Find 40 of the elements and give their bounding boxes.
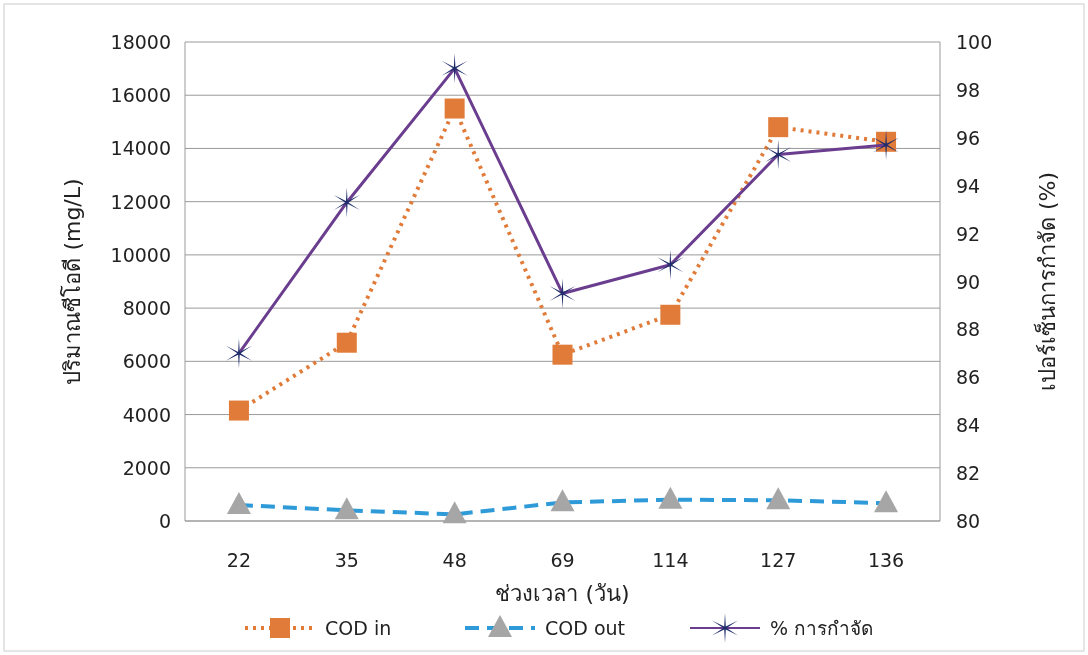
y2-tick-label: 92 xyxy=(956,222,981,245)
point xyxy=(444,98,465,119)
point xyxy=(768,117,789,138)
legend-label: COD out xyxy=(545,617,626,639)
x-tick-label: 136 xyxy=(867,549,905,571)
y2-tick-label: 94 xyxy=(956,174,981,197)
x-tick-label: 48 xyxy=(442,549,467,571)
x-tick-label: 127 xyxy=(760,549,797,571)
point xyxy=(552,344,573,365)
y2-tick-label: 100 xyxy=(956,31,993,53)
y2-tick-label: 80 xyxy=(956,510,981,532)
y2-tick-label: 96 xyxy=(956,126,981,149)
y-tick-label: 4000 xyxy=(122,403,171,426)
legend-label: COD in xyxy=(325,617,392,639)
y2-tick-label: 88 xyxy=(956,318,981,341)
y2-tick-label: 84 xyxy=(956,414,981,437)
y-tick-label: 10000 xyxy=(110,243,171,266)
y2-tick-label: 82 xyxy=(956,462,981,485)
x-axis-title: ช่วงเวลา (วัน) xyxy=(495,581,630,606)
y2-tick-label: 86 xyxy=(956,366,981,389)
y-tick-label: 14000 xyxy=(110,137,171,160)
y-tick-label: 0 xyxy=(158,510,171,532)
x-tick-label: 114 xyxy=(652,549,689,571)
y-axis-title: ปริมาณซีโอดี (mg/L) xyxy=(60,178,85,385)
y-tick-label: 8000 xyxy=(122,297,171,320)
legend-label: % การกำจัด xyxy=(770,617,874,639)
x-tick-label: 69 xyxy=(550,549,575,571)
y2-axis-title: เปอร์เซ็นการกำจัด (%) xyxy=(1033,171,1060,392)
y-tick-label: 16000 xyxy=(110,84,171,107)
x-tick-label: 35 xyxy=(334,549,359,571)
y-tick-label: 12000 xyxy=(110,190,171,213)
point xyxy=(336,332,357,353)
y2-tick-label: 90 xyxy=(956,270,981,293)
y-tick-label: 18000 xyxy=(110,31,171,53)
y-tick-label: 6000 xyxy=(122,350,171,373)
x-tick-label: 22 xyxy=(226,549,252,571)
point xyxy=(660,304,681,325)
y-tick-label: 2000 xyxy=(122,456,171,479)
point xyxy=(228,400,249,421)
y2-tick-label: 98 xyxy=(956,78,981,101)
